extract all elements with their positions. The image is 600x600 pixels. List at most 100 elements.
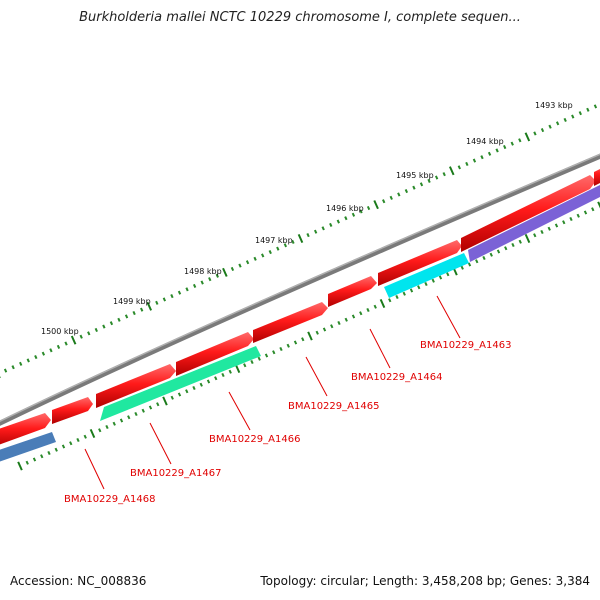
scale-tick-outer (313, 229, 318, 234)
scale-tick-outer (412, 185, 416, 190)
scale-tick-inner (562, 220, 566, 225)
gene-unlabeled-purple[interactable] (468, 185, 600, 262)
scale-tick-outer (548, 124, 552, 129)
scale-tick-outer (518, 138, 522, 143)
scale-tick-outer (276, 246, 280, 251)
forward-gene-segment[interactable] (52, 397, 93, 424)
scale-tick-inner (322, 327, 327, 332)
scale-tick-outer (291, 239, 295, 244)
gene-BMA10229_A1468[interactable] (0, 432, 56, 465)
scale-tick-outer (26, 358, 30, 363)
scale-tick-outer (336, 219, 340, 224)
scale-tick-inner (185, 389, 189, 394)
scale-tick-outer (487, 151, 492, 156)
forward-gene-segment[interactable] (176, 332, 254, 376)
scale-tick-outer (503, 144, 507, 150)
scale-tick-inner (446, 272, 450, 277)
scale-tick-outer (124, 314, 129, 319)
scale-tick-outer (64, 341, 68, 346)
scale-tick-inner (351, 314, 356, 319)
scale-tick-outer (245, 260, 250, 265)
scale-label-1498: 1498 kbp (184, 267, 222, 276)
scale-tick-inner (214, 376, 218, 381)
gene-labels: BMA10229_A1463 BMA10229_A1464 BMA10229_A… (64, 340, 511, 505)
scale-tick-outer (56, 344, 61, 349)
scale-tick-outer (49, 348, 53, 353)
scale-tick-outer (261, 253, 265, 258)
scale-tick-inner (307, 331, 313, 341)
scale-tick-outer (397, 192, 401, 197)
scale-tick-inner (76, 437, 80, 443)
scale-tick-outer (222, 267, 228, 277)
scale-tick-outer (132, 310, 136, 316)
scale-tick-outer (238, 263, 242, 268)
forward-gene-segment[interactable] (0, 413, 51, 448)
scale-tick-inner (40, 454, 44, 459)
scale-tick-inner (89, 428, 96, 439)
scale-tick-inner (576, 213, 580, 218)
forward-gene-segment[interactable] (594, 164, 600, 186)
scale-tick-outer (480, 155, 484, 160)
scale-tick-outer (306, 233, 310, 238)
scale-tick-inner (438, 275, 443, 280)
gene-label-A1467[interactable]: BMA10229_A1467 (130, 468, 221, 479)
scale-tick-inner (98, 428, 102, 433)
scale-tick-outer (208, 277, 212, 282)
scale-tick-outer (571, 114, 575, 119)
scale-tick-outer (593, 104, 598, 109)
scale-tick-outer (3, 368, 8, 373)
scale-tick-outer (41, 351, 46, 356)
forward-gene-segment[interactable] (378, 240, 462, 286)
scale-tick-inner (524, 233, 531, 244)
leader-A1466 (228, 391, 251, 431)
scale-tick-outer (540, 128, 545, 133)
forward-gene-segment[interactable] (461, 175, 596, 252)
accession-text: Accession: NC_008836 (10, 574, 147, 588)
scale-tick-outer (79, 334, 83, 339)
forward-gene-segment[interactable] (328, 276, 377, 307)
scale-tick-outer (457, 165, 461, 170)
scale-tick-inner (402, 291, 406, 296)
scale-tick-outer (102, 324, 106, 329)
scale-tick-inner (554, 223, 559, 228)
gene-label-A1464[interactable]: BMA10229_A1464 (351, 372, 442, 383)
chromosome-backbone (0, 153, 600, 426)
scale-tick-inner (119, 418, 124, 423)
scale-ticks-inner (17, 201, 600, 471)
gene-BMA10229_A1463[interactable] (384, 253, 469, 298)
scale-tick-inner (569, 216, 573, 222)
scale-tick-inner (221, 372, 225, 378)
forward-gene-segment[interactable] (253, 302, 328, 343)
scale-tick-inner (460, 265, 464, 270)
scale-tick-outer (215, 273, 219, 278)
gene-BMA10229_A1467[interactable] (100, 346, 261, 421)
scale-tick-inner (272, 350, 276, 355)
scale-label-1495: 1495 kbp (396, 171, 434, 180)
scale-tick-inner (518, 239, 522, 244)
scale-tick-outer (268, 249, 272, 255)
scale-tick-inner (156, 402, 160, 407)
scale-labels: 1493 kbp 1494 kbp 1495 kbp 1496 kbp 1497… (41, 101, 573, 336)
scale-tick-inner (366, 307, 370, 313)
scale-label-1496: 1496 kbp (326, 204, 364, 213)
scale-tick-inner (504, 246, 508, 251)
scale-tick-inner (482, 255, 486, 261)
gene-label-A1466[interactable]: BMA10229_A1466 (209, 434, 300, 445)
gene-label-A1463[interactable]: BMA10229_A1463 (420, 340, 511, 351)
scale-tick-inner (496, 249, 501, 254)
scale-tick-inner (489, 252, 493, 257)
scale-tick-inner (330, 324, 334, 329)
scale-tick-inner (359, 311, 363, 316)
scale-label-1493: 1493 kbp (535, 101, 573, 110)
scale-tick-inner (286, 343, 290, 348)
gene-label-A1465[interactable]: BMA10229_A1465 (288, 401, 379, 412)
scale-tick-inner (162, 396, 168, 406)
scale-tick-inner (170, 395, 174, 400)
scale-tick-outer (510, 141, 514, 146)
scale-tick-outer (146, 301, 153, 311)
forward-gene-segment[interactable] (96, 364, 176, 408)
scale-tick-outer (19, 361, 23, 366)
scale-tick-inner (206, 379, 211, 384)
gene-label-A1468[interactable]: BMA10229_A1468 (64, 494, 155, 505)
